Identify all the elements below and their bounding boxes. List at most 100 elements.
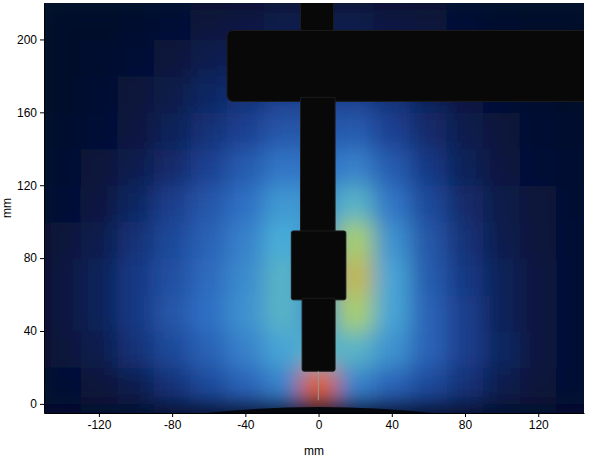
tick: -120 — [87, 413, 111, 432]
heat-cell — [264, 367, 301, 404]
heat-cell — [117, 331, 154, 368]
heat-cell — [520, 258, 557, 295]
heat-cell — [44, 367, 81, 404]
heat-cell — [227, 258, 264, 295]
heat-cell — [483, 295, 520, 332]
heat-cell — [117, 222, 154, 259]
heat-cell — [447, 185, 484, 222]
heat-cell — [117, 185, 154, 222]
heat-cell — [410, 258, 447, 295]
heat-cell — [410, 149, 447, 186]
heat-cell — [373, 149, 410, 186]
probe-needle — [318, 371, 319, 400]
heat-cell — [190, 76, 227, 113]
heat-cell — [44, 3, 81, 40]
heat-cell — [520, 222, 557, 259]
tick-label: -80 — [164, 418, 182, 432]
heat-cell — [44, 112, 81, 149]
tick-label: 120 — [529, 418, 549, 432]
heat-cell — [227, 149, 264, 186]
heat-cell — [81, 3, 118, 40]
probe-part — [227, 30, 584, 101]
heat-cell — [227, 331, 264, 368]
heat-cell — [557, 331, 584, 368]
tick: 160 — [17, 106, 44, 120]
heat-cell — [227, 367, 264, 404]
heat-cell — [190, 185, 227, 222]
heat-cell — [447, 149, 484, 186]
heat-cell — [190, 367, 227, 404]
tick-label: 40 — [386, 418, 400, 432]
probe-part — [291, 231, 346, 300]
heat-cell — [337, 331, 374, 368]
heat-cell — [447, 331, 484, 368]
plot: -120-80-400408012004080120160200 — [17, 0, 590, 432]
heat-cell — [154, 367, 191, 404]
heat-cell — [483, 149, 520, 186]
tick-label: -120 — [87, 418, 111, 432]
heat-cell — [44, 76, 81, 113]
heat-cell — [154, 149, 191, 186]
heat-cell — [264, 112, 301, 149]
heat-cell — [447, 367, 484, 404]
heat-cell — [520, 149, 557, 186]
heat-cell — [373, 295, 410, 332]
heat-cell — [154, 185, 191, 222]
tick-label: 80 — [459, 418, 473, 432]
heat-cell — [190, 295, 227, 332]
heat-cell — [81, 331, 118, 368]
heat-cell — [337, 112, 374, 149]
heat-cell — [190, 112, 227, 149]
heat-cell — [44, 258, 81, 295]
heat-cell — [190, 258, 227, 295]
heat-cell — [154, 331, 191, 368]
heat-cell — [117, 39, 154, 76]
tick-label: 0 — [30, 397, 37, 411]
heat-cell — [154, 295, 191, 332]
heat-cell — [557, 149, 584, 186]
heat-cell — [410, 331, 447, 368]
heat-cell — [557, 367, 584, 404]
heat-cell — [190, 149, 227, 186]
heat-cell — [410, 185, 447, 222]
heat-cell — [557, 222, 584, 259]
heat-cell — [81, 222, 118, 259]
heat-cell — [264, 149, 301, 186]
heat-cell — [447, 258, 484, 295]
tick: 80 — [24, 251, 44, 265]
tick-label: 200 — [17, 33, 37, 47]
heat-cell — [154, 258, 191, 295]
heat-cell — [44, 185, 81, 222]
heat-cell — [117, 295, 154, 332]
heat-cell — [520, 112, 557, 149]
heat-cell — [373, 258, 410, 295]
heat-cell — [447, 295, 484, 332]
tick-mark — [40, 185, 44, 186]
heat-cell — [227, 222, 264, 259]
heat-cell — [264, 185, 301, 222]
heat-cell — [373, 112, 410, 149]
chart: -120-80-400408012004080120160200mmmm — [0, 0, 590, 461]
heat-cell — [373, 367, 410, 404]
heat-cell — [154, 3, 191, 40]
heat-cell — [410, 295, 447, 332]
heat-cell — [447, 222, 484, 259]
x-axis-title: mm — [304, 444, 324, 458]
heat-cell — [483, 185, 520, 222]
tick-mark — [392, 413, 393, 417]
heat-cell — [81, 185, 118, 222]
probe-part — [302, 298, 335, 371]
heat-cell — [337, 185, 374, 222]
heat-cell — [154, 222, 191, 259]
heat-cell — [520, 367, 557, 404]
heat-cell — [117, 112, 154, 149]
heat-cell — [520, 295, 557, 332]
heat-cell — [483, 222, 520, 259]
tick-mark — [40, 331, 44, 332]
tick-mark — [319, 413, 320, 417]
heat-cell — [520, 185, 557, 222]
heat-cell — [190, 3, 227, 40]
tick-mark — [245, 413, 246, 417]
y-axis-title: mm — [0, 198, 14, 218]
tick: 120 — [529, 413, 549, 432]
